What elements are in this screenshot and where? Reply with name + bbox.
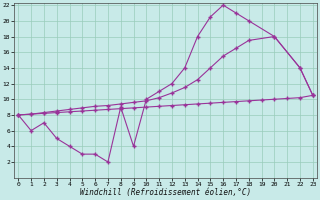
X-axis label: Windchill (Refroidissement éolien,°C): Windchill (Refroidissement éolien,°C): [80, 188, 251, 197]
